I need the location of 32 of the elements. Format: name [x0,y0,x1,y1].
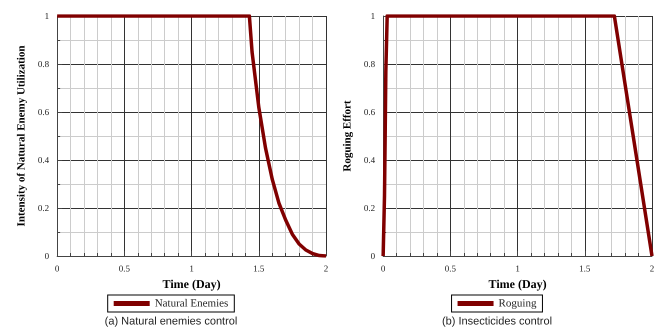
y-axis-title: Intensity of Natural Enemy Utilization [16,46,28,226]
x-axis-title: Time (Day) [162,276,221,291]
x-axis-title: Time (Day) [488,276,547,291]
x-tick-label: 1.5 [253,264,265,274]
legend-label: Roguing [498,298,537,310]
line-series [381,14,654,258]
y-tick-label: 0.2 [364,203,376,213]
x-tick-label: 0 [380,264,386,274]
text: (b) Insecticides control [442,316,552,328]
y-axis-title: Roguing Effort [342,100,354,172]
y-tick-label: 0 [370,251,376,261]
y-tick-label: 1 [370,11,376,21]
x-tick-label: 1.5 [579,264,591,274]
legend-label: Natural Enemies [154,298,228,310]
x-tick-label: 0 [54,264,60,274]
line-series [55,14,328,258]
x-tick-label: 1 [515,264,520,274]
x-tick-label: 2 [324,264,328,274]
x-tick-label: 0.5 [444,264,456,274]
text: (a) Natural enemies control [104,316,238,328]
y-tick-label: 0.8 [364,59,376,69]
y-tick-label: 0 [44,251,50,261]
x-tick-label: 1 [189,264,194,274]
y-tick-label: 0.6 [38,107,50,117]
y-tick-label: 1 [44,11,50,21]
y-tick-label: 0.4 [38,155,50,165]
x-tick-label: 0.5 [118,264,130,274]
y-tick-label: 0.2 [38,203,50,213]
y-tick-label: 0.4 [364,155,376,165]
x-tick-label: 2 [650,264,654,274]
y-tick-label: 0.8 [38,59,50,69]
y-tick-label: 0.6 [364,107,376,117]
